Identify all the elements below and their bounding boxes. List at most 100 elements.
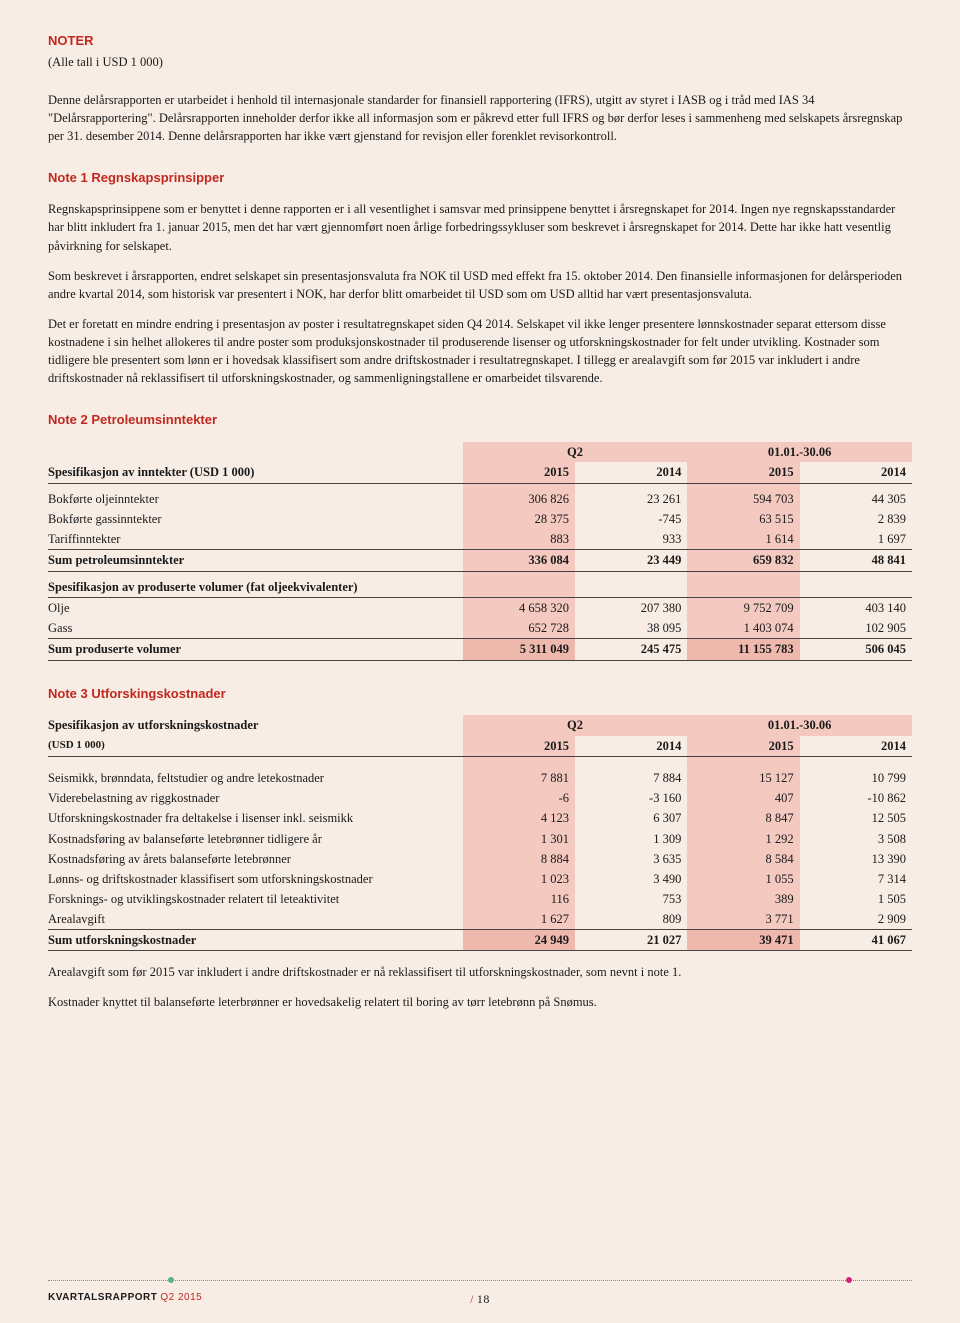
notes-title: NOTER <box>48 32 912 51</box>
row-ytd-2015: 389 <box>687 889 799 909</box>
note2-sum-row: Sum petroleumsinntekter 336 084 23 449 6… <box>48 550 912 571</box>
row-q2-2014: 753 <box>575 889 687 909</box>
note3-table: Spesifikasjon av utforskningskostnader Q… <box>48 715 912 951</box>
row-q2-2014: -3 160 <box>575 788 687 808</box>
row-q2-2015: 7 881 <box>463 768 575 788</box>
row-label: Bokførte gassinntekter <box>48 509 463 529</box>
table-header-row: Spesifikasjon av inntekter (USD 1 000) 2… <box>48 462 912 483</box>
row-ytd-2015: 8 584 <box>687 849 799 869</box>
row-q2-2014: 6 307 <box>575 808 687 828</box>
row-ytd-2015: 9 752 709 <box>687 598 799 619</box>
row-ytd-2015: 63 515 <box>687 509 799 529</box>
row-label: Gass <box>48 618 463 639</box>
row-ytd-2015: 1 055 <box>687 869 799 889</box>
row-q2-2014: 933 <box>575 529 687 550</box>
page-number: /18 <box>470 1291 490 1308</box>
note3-sum-row: Sum utforskningskostnader 24 949 21 027 … <box>48 930 912 951</box>
row-label: Forsknings- og utviklingskostnader relat… <box>48 889 463 909</box>
row-label: Lønns- og driftskostnader klassifisert s… <box>48 869 463 889</box>
page-footer: KVARTALSRAPPORT Q2 2015 /18 <box>48 1280 912 1306</box>
row-ytd-2014: -10 862 <box>800 788 912 808</box>
table-group-header: Q2 01.01.-30.06 <box>48 442 912 462</box>
row-q2-2014: 7 884 <box>575 768 687 788</box>
row-ytd-2014: 44 305 <box>800 489 912 509</box>
note-2: Note 2 Petroleumsinntekter Q2 01.01.-30.… <box>48 411 912 660</box>
note1-p3: Det er foretatt en mindre endring i pres… <box>48 315 912 388</box>
row-q2-2015: 28 375 <box>463 509 575 529</box>
note1-p1: Regnskapsprinsippene som er benyttet i d… <box>48 200 912 254</box>
table-row: Kostnadsføring av årets balanseførte let… <box>48 849 912 869</box>
row-label: Viderebelastning av riggkostnader <box>48 788 463 808</box>
row-q2-2015: 116 <box>463 889 575 909</box>
row-q2-2015: 4 123 <box>463 808 575 828</box>
row-q2-2015: 4 658 320 <box>463 598 575 619</box>
row-q2-2014: 38 095 <box>575 618 687 639</box>
row-ytd-2015: 594 703 <box>687 489 799 509</box>
row-label: Olje <box>48 598 463 619</box>
footer-period: Q2 2015 <box>160 1291 202 1306</box>
table-row: Seismikk, brønndata, feltstudier og andr… <box>48 768 912 788</box>
ytd-group: 01.01.-30.06 <box>687 442 912 462</box>
row-label: Kostnadsføring av årets balanseførte let… <box>48 849 463 869</box>
row-q2-2014: 809 <box>575 909 687 930</box>
hdr-label: Spesifikasjon av inntekter (USD 1 000) <box>48 462 463 483</box>
row-q2-2015: 1 627 <box>463 909 575 930</box>
row-ytd-2014: 10 799 <box>800 768 912 788</box>
row-label: Arealavgift <box>48 909 463 930</box>
dot-pink-icon <box>846 1277 852 1283</box>
note2-vol-header: Spesifikasjon av produserte volumer (fat… <box>48 577 912 598</box>
row-q2-2014: 3 490 <box>575 869 687 889</box>
row-label: Kostnadsføring av balanseførte letebrønn… <box>48 829 463 849</box>
table-row: Utforskningskostnader fra deltakelse i l… <box>48 808 912 828</box>
row-label: Utforskningskostnader fra deltakelse i l… <box>48 808 463 828</box>
row-ytd-2014: 403 140 <box>800 598 912 619</box>
row-ytd-2014: 102 905 <box>800 618 912 639</box>
row-ytd-2014: 3 508 <box>800 829 912 849</box>
row-q2-2014: 23 261 <box>575 489 687 509</box>
row-ytd-2015: 8 847 <box>687 808 799 828</box>
notes-subtitle: (Alle tall i USD 1 000) <box>48 53 912 71</box>
q2-group: Q2 <box>463 442 688 462</box>
row-ytd-2014: 2 909 <box>800 909 912 930</box>
row-ytd-2014: 1 505 <box>800 889 912 909</box>
note2-vol-sum-row: Sum produserte volumer 5 311 049 245 475… <box>48 639 912 660</box>
note3-p1: Arealavgift som før 2015 var inkludert i… <box>48 963 912 981</box>
table-row: Forsknings- og utviklingskostnader relat… <box>48 889 912 909</box>
table-row: Tariffinntekter8839331 6141 697 <box>48 529 912 550</box>
row-ytd-2014: 7 314 <box>800 869 912 889</box>
row-q2-2015: 306 826 <box>463 489 575 509</box>
note-1: Note 1 Regnskapsprinsipper Regnskapsprin… <box>48 169 912 387</box>
table-group-header: Spesifikasjon av utforskningskostnader Q… <box>48 715 912 735</box>
row-label: Tariffinntekter <box>48 529 463 550</box>
row-ytd-2015: 1 614 <box>687 529 799 550</box>
row-label: Bokførte oljeinntekter <box>48 489 463 509</box>
row-label: Seismikk, brønndata, feltstudier og andr… <box>48 768 463 788</box>
row-ytd-2014: 2 839 <box>800 509 912 529</box>
row-q2-2015: 883 <box>463 529 575 550</box>
table-row: Bokførte gassinntekter28 375-74563 5152 … <box>48 509 912 529</box>
table-row: Kostnadsføring av balanseførte letebrønn… <box>48 829 912 849</box>
row-q2-2015: 1 301 <box>463 829 575 849</box>
row-q2-2015: 1 023 <box>463 869 575 889</box>
table-header-row: (USD 1 000) 2015 2014 2015 2014 <box>48 736 912 757</box>
table-row: Lønns- og driftskostnader klassifisert s… <box>48 869 912 889</box>
table-row: Arealavgift1 6278093 7712 909 <box>48 909 912 930</box>
note2-title: Note 2 Petroleumsinntekter <box>48 411 912 430</box>
row-ytd-2014: 12 505 <box>800 808 912 828</box>
dot-green-icon <box>168 1277 174 1283</box>
intro-paragraph: Denne delårsrapporten er utarbeidet i he… <box>48 91 912 145</box>
row-q2-2014: 207 380 <box>575 598 687 619</box>
row-ytd-2015: 3 771 <box>687 909 799 930</box>
note2-table: Q2 01.01.-30.06 Spesifikasjon av inntekt… <box>48 442 912 660</box>
row-ytd-2015: 1 403 074 <box>687 618 799 639</box>
note-3: Note 3 Utforskingskostnader Spesifikasjo… <box>48 685 912 1012</box>
table-row: Bokførte oljeinntekter306 82623 261594 7… <box>48 489 912 509</box>
table-row: Viderebelastning av riggkostnader-6-3 16… <box>48 788 912 808</box>
row-ytd-2015: 15 127 <box>687 768 799 788</box>
row-q2-2015: 652 728 <box>463 618 575 639</box>
table-row: Gass652 72838 0951 403 074102 905 <box>48 618 912 639</box>
row-q2-2015: -6 <box>463 788 575 808</box>
footer-brand: KVARTALSRAPPORT <box>48 1291 157 1306</box>
row-q2-2014: 1 309 <box>575 829 687 849</box>
note1-title: Note 1 Regnskapsprinsipper <box>48 169 912 188</box>
